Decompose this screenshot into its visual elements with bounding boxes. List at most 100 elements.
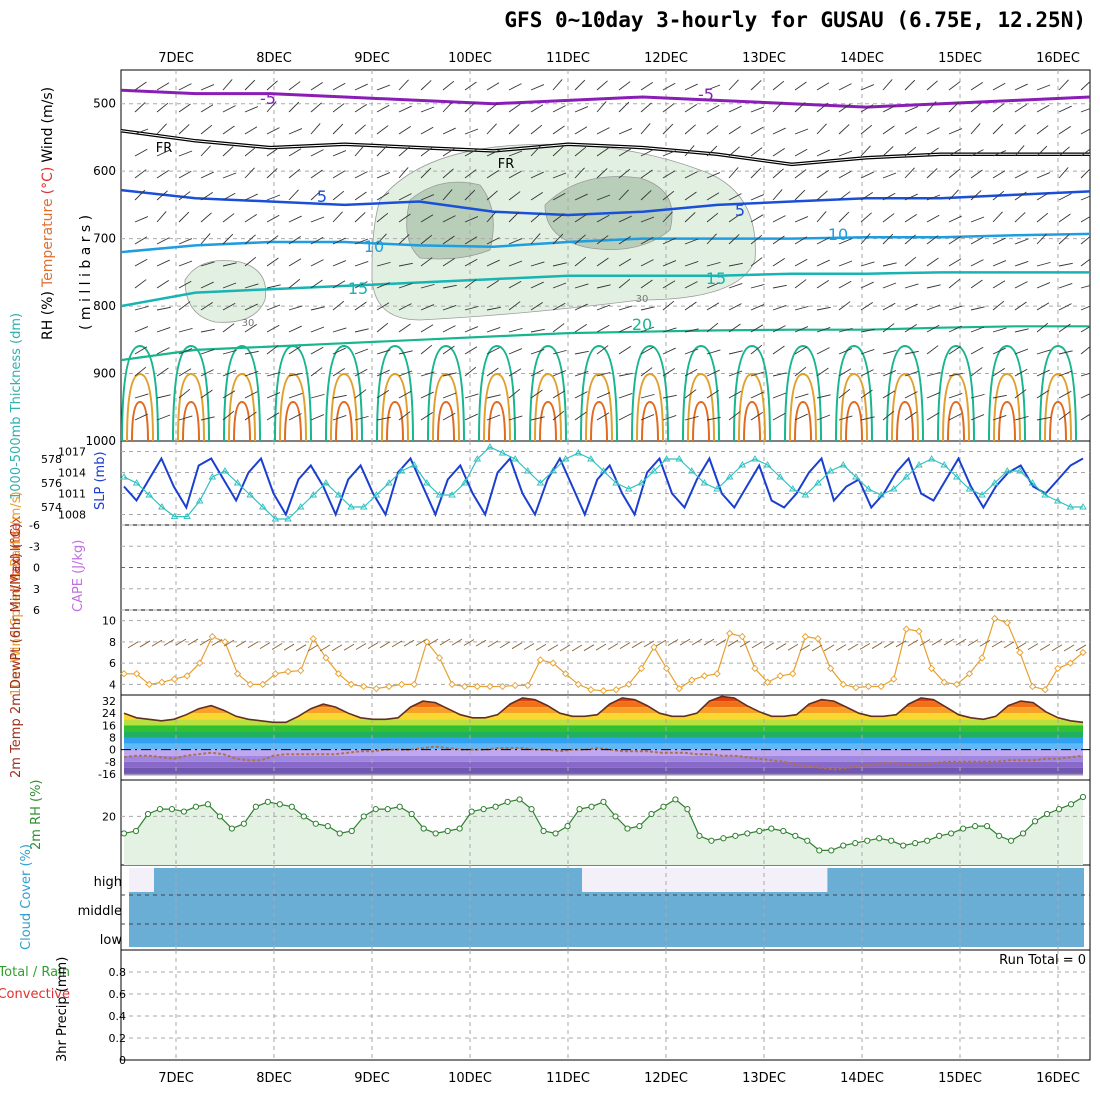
wind-barb — [794, 305, 809, 311]
rh-point — [444, 827, 451, 835]
wind-barb — [200, 389, 213, 399]
wind-barb — [816, 82, 830, 91]
wind-barb — [618, 189, 629, 201]
wind-barb — [1014, 261, 1029, 267]
wind-barb — [134, 236, 148, 245]
rh-point — [336, 830, 343, 837]
wind-barb — [1080, 285, 1090, 289]
wind-barb — [904, 146, 917, 157]
wind-barb — [860, 389, 873, 399]
temp-tick-label: -16 — [98, 768, 116, 781]
precip-total-label: Total / Rain — [0, 965, 70, 980]
wind-barb-10m — [883, 641, 895, 649]
wind-barb — [266, 392, 281, 399]
wind-speed-point — [511, 681, 519, 690]
wind-barb-10m — [703, 638, 715, 646]
wind-barb — [596, 304, 611, 311]
wind-barb — [970, 414, 985, 421]
wind-barb — [728, 213, 741, 223]
wind-barb — [838, 103, 851, 113]
wind-barb — [288, 305, 303, 311]
wind-barb — [376, 172, 391, 179]
isotherm-label: 5 — [317, 187, 327, 206]
rh-point — [312, 820, 319, 827]
wind-barb — [970, 102, 982, 113]
wind-barb — [156, 414, 171, 421]
surface-contour-line — [223, 344, 261, 441]
wind-barb — [530, 261, 545, 267]
isotherm-line — [121, 232, 1090, 254]
wind-barb — [310, 236, 324, 245]
wind-barb — [508, 124, 520, 135]
rh-point — [372, 806, 379, 813]
wind-barb — [134, 128, 149, 135]
wind-barb — [266, 324, 280, 333]
thickness-slp-panel — [120, 440, 1091, 526]
cloud-level-label: middle — [78, 904, 122, 919]
isotherm-line — [121, 88, 1090, 109]
wind-speed-point — [776, 672, 784, 680]
temp-band — [124, 725, 1083, 732]
wind-barb — [860, 84, 875, 91]
wind-barb — [332, 327, 347, 333]
wind-barb — [618, 413, 632, 421]
wind-barb — [728, 79, 739, 91]
thickness-point — [170, 512, 179, 520]
thickness-point — [763, 461, 772, 468]
wind-barb — [926, 101, 937, 113]
wind-barb — [464, 102, 476, 113]
wind-barb — [662, 280, 676, 289]
wind-barb — [640, 306, 655, 311]
wind-barb — [222, 370, 237, 377]
li-tick-label: 6 — [33, 604, 40, 617]
wind-barb — [1080, 305, 1090, 311]
wind-barb — [398, 125, 411, 135]
wind-barb — [288, 215, 302, 223]
wind-barb — [948, 325, 962, 333]
wind-barb — [574, 146, 587, 157]
wind-barb — [640, 236, 654, 245]
wind-barb — [442, 372, 457, 377]
wind-barb-10m — [223, 639, 235, 647]
wind-speed-point — [1041, 686, 1049, 694]
wind-barb — [134, 102, 146, 113]
wind-speed-point — [801, 632, 810, 641]
wind-barb — [398, 370, 413, 377]
wind-barb — [838, 301, 851, 311]
wind-barb — [772, 325, 786, 333]
wind-barb — [486, 414, 501, 421]
rh-point — [228, 825, 235, 832]
wind-barb — [662, 82, 676, 91]
wind-barb — [838, 170, 852, 179]
wind-barb — [178, 238, 193, 245]
wind-barb — [376, 349, 391, 355]
wind-barb-10m — [823, 644, 835, 652]
surface-contour-line — [182, 400, 200, 441]
wind-barb — [266, 127, 280, 135]
wind-barb — [222, 105, 236, 113]
wind-barb — [552, 79, 563, 91]
wind-barb — [574, 126, 588, 135]
wind-barb — [948, 258, 962, 267]
wind-barb — [816, 190, 828, 201]
surface-contour-line — [539, 400, 557, 441]
wind-barb — [244, 79, 256, 91]
wind-barb-10m — [691, 638, 703, 646]
surface-contour-line — [692, 400, 710, 441]
wind-barb — [1036, 282, 1051, 289]
wind-barb — [486, 394, 501, 399]
wind-barb — [156, 102, 169, 113]
cloud-gap — [790, 868, 803, 892]
slp-line — [123, 456, 1084, 518]
rh-point — [468, 808, 475, 815]
wind-barb — [838, 280, 852, 289]
surface-contour-line — [789, 372, 817, 441]
wind-barb — [838, 238, 853, 245]
wind-barb — [838, 348, 853, 355]
wind-barb-10m — [643, 640, 655, 648]
wind-speed-point — [738, 632, 746, 641]
wind-barb-10m — [799, 644, 811, 652]
wind-barb — [464, 148, 478, 157]
wind-barb — [970, 169, 983, 179]
wind-barb — [134, 189, 146, 201]
